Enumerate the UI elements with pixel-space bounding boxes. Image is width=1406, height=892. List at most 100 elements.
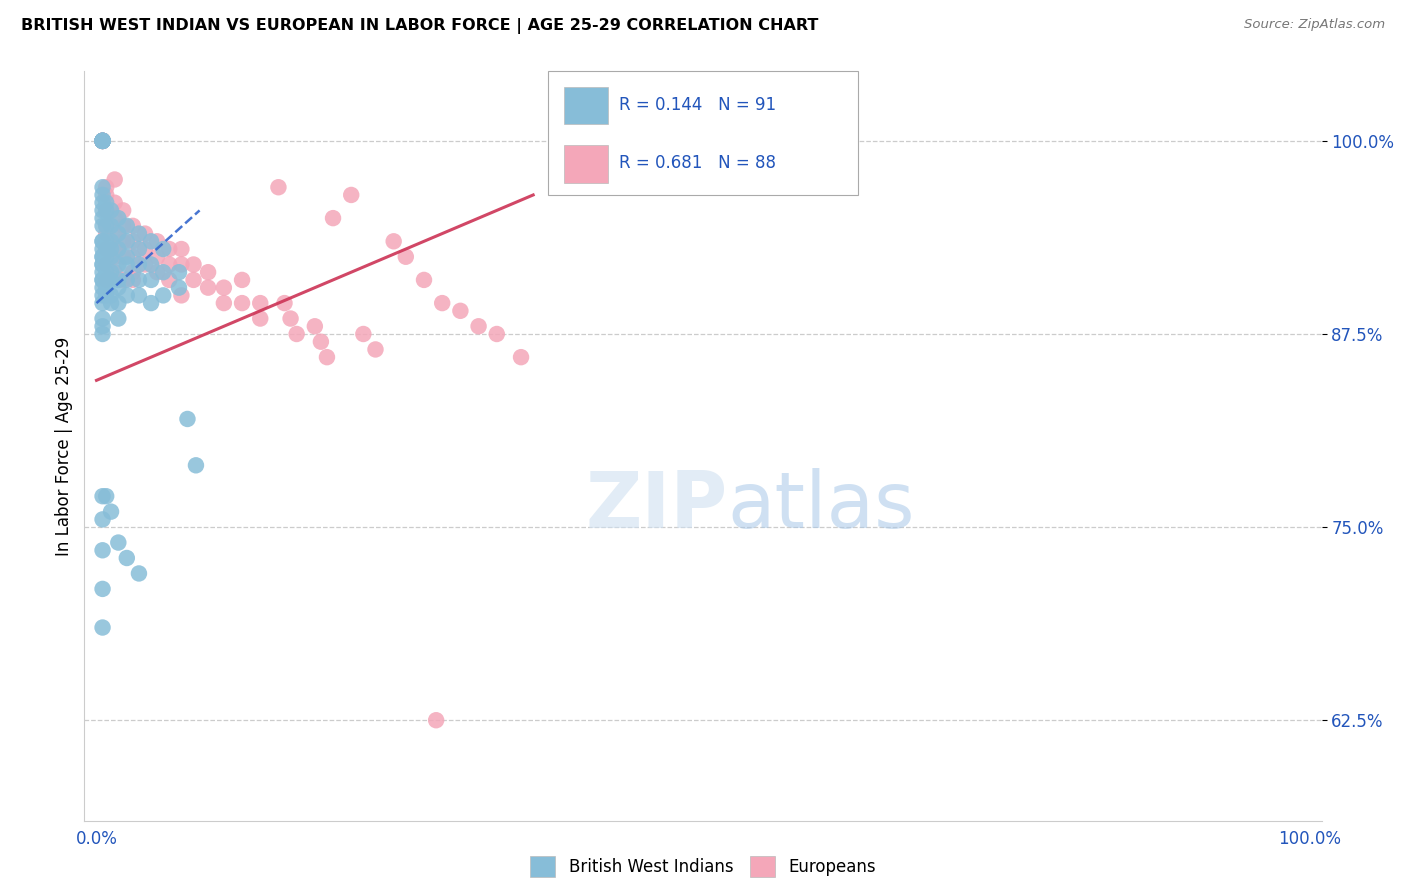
Point xyxy=(157,273,180,287)
Point xyxy=(91,265,114,279)
Point xyxy=(115,235,138,249)
Point xyxy=(96,280,118,294)
Point xyxy=(122,250,145,264)
Point xyxy=(100,505,122,519)
Point xyxy=(157,242,180,256)
Point xyxy=(197,265,219,279)
Point xyxy=(112,250,135,264)
Point xyxy=(152,242,174,256)
Point xyxy=(91,242,114,256)
Point xyxy=(107,227,129,241)
Point xyxy=(104,227,127,241)
Point xyxy=(128,566,150,581)
Point xyxy=(96,489,118,503)
Point xyxy=(91,134,114,148)
Text: atlas: atlas xyxy=(728,468,915,544)
Point xyxy=(267,180,290,194)
Point xyxy=(100,242,122,256)
Point xyxy=(152,265,174,279)
Point xyxy=(100,250,122,264)
Point xyxy=(425,713,447,727)
Point xyxy=(212,296,235,310)
Point xyxy=(96,250,118,264)
Point xyxy=(91,134,114,148)
Point xyxy=(107,211,129,226)
Point xyxy=(91,134,114,148)
Point xyxy=(107,311,129,326)
Point xyxy=(231,273,253,287)
Point xyxy=(104,242,127,256)
Point xyxy=(112,235,135,249)
Point xyxy=(96,273,118,287)
Point xyxy=(100,265,122,279)
Point xyxy=(91,296,114,310)
Point xyxy=(139,273,162,287)
Point xyxy=(100,203,122,218)
Point xyxy=(112,203,135,218)
Point xyxy=(139,257,162,271)
Point xyxy=(107,273,129,287)
Point xyxy=(485,326,508,341)
Point xyxy=(91,134,114,148)
Point xyxy=(231,296,253,310)
Point xyxy=(100,273,122,287)
Point xyxy=(91,134,114,148)
Point xyxy=(91,288,114,302)
Point xyxy=(167,280,190,294)
Point xyxy=(146,235,169,249)
Point xyxy=(157,257,180,271)
Point xyxy=(146,265,169,279)
Point xyxy=(249,296,271,310)
Point xyxy=(304,319,326,334)
Point xyxy=(364,343,387,357)
Point xyxy=(91,134,114,148)
Point xyxy=(170,257,193,271)
Point xyxy=(115,250,138,264)
Point xyxy=(96,203,118,218)
Point xyxy=(183,257,205,271)
Point xyxy=(115,551,138,566)
Point xyxy=(128,257,150,271)
Point xyxy=(96,242,118,256)
Point xyxy=(96,219,118,233)
Point xyxy=(91,188,114,202)
Point xyxy=(104,211,127,226)
Text: Source: ZipAtlas.com: Source: ZipAtlas.com xyxy=(1244,18,1385,31)
Point xyxy=(96,180,118,194)
Point xyxy=(152,288,174,302)
Point xyxy=(91,250,114,264)
Point xyxy=(285,326,308,341)
Point xyxy=(107,242,129,256)
Point xyxy=(107,535,129,549)
Point xyxy=(134,227,156,241)
Point xyxy=(104,195,127,210)
Point xyxy=(96,288,118,302)
Point xyxy=(91,134,114,148)
Point xyxy=(96,235,118,249)
Point xyxy=(91,543,114,558)
Point xyxy=(322,211,344,226)
Point xyxy=(91,134,114,148)
Point xyxy=(212,280,235,294)
Point xyxy=(91,134,114,148)
Point xyxy=(115,219,138,233)
Point xyxy=(167,265,190,279)
Point xyxy=(96,273,118,287)
Point xyxy=(100,288,122,302)
Point xyxy=(91,582,114,596)
Point xyxy=(134,242,156,256)
Point xyxy=(170,288,193,302)
Point xyxy=(128,227,150,241)
Point xyxy=(432,296,454,310)
Legend: British West Indians, Europeans: British West Indians, Europeans xyxy=(523,850,883,883)
Point xyxy=(91,180,114,194)
Point xyxy=(96,257,118,271)
Point xyxy=(96,265,118,279)
Text: R = 0.144   N = 91: R = 0.144 N = 91 xyxy=(619,96,776,114)
Point xyxy=(96,242,118,256)
Point xyxy=(91,235,114,249)
Point xyxy=(91,280,114,294)
Point xyxy=(104,250,127,264)
Point xyxy=(309,334,332,349)
Text: R = 0.681   N = 88: R = 0.681 N = 88 xyxy=(619,154,776,172)
